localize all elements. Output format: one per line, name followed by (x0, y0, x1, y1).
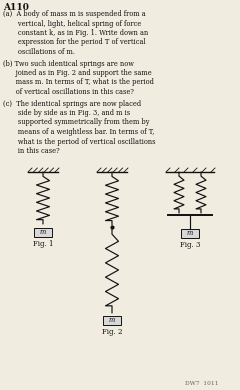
Text: expression for the period T of vertical: expression for the period T of vertical (3, 39, 146, 46)
Text: side by side as in Fig. 3, and m is: side by side as in Fig. 3, and m is (3, 109, 130, 117)
Text: joined as in Fig. 2 and support the same: joined as in Fig. 2 and support the same (3, 69, 152, 77)
Text: (b) Two such identical springs are now: (b) Two such identical springs are now (3, 60, 134, 67)
Text: what is the period of vertical oscillations: what is the period of vertical oscillati… (3, 138, 156, 145)
Text: of vertical oscillations in this case?: of vertical oscillations in this case? (3, 88, 134, 96)
Text: m: m (40, 228, 46, 236)
Text: A110: A110 (3, 3, 29, 12)
Text: Fig. 3: Fig. 3 (180, 241, 200, 249)
Text: Fig. 1: Fig. 1 (33, 240, 53, 248)
Text: oscillations of m.: oscillations of m. (3, 48, 75, 56)
Text: (c)  The identical springs are now placed: (c) The identical springs are now placed (3, 99, 141, 108)
FancyBboxPatch shape (34, 227, 52, 236)
Text: (a)  A body of mass m is suspended from a: (a) A body of mass m is suspended from a (3, 10, 146, 18)
FancyBboxPatch shape (103, 316, 121, 324)
Text: constant k, as in Fig. 1. Write down an: constant k, as in Fig. 1. Write down an (3, 29, 148, 37)
Text: supported symmetrically from them by: supported symmetrically from them by (3, 119, 150, 126)
Text: DW7  1011: DW7 1011 (185, 381, 219, 386)
FancyBboxPatch shape (181, 229, 199, 238)
Text: m: m (109, 316, 115, 324)
Text: Fig. 2: Fig. 2 (102, 328, 122, 336)
Text: in this case?: in this case? (3, 147, 60, 155)
Text: means of a weightless bar. In terms of T,: means of a weightless bar. In terms of T… (3, 128, 154, 136)
Text: mass m. In terms of T, what is the period: mass m. In terms of T, what is the perio… (3, 78, 154, 87)
Text: m: m (187, 229, 193, 237)
Text: vertical, light, helical spring of force: vertical, light, helical spring of force (3, 20, 141, 28)
